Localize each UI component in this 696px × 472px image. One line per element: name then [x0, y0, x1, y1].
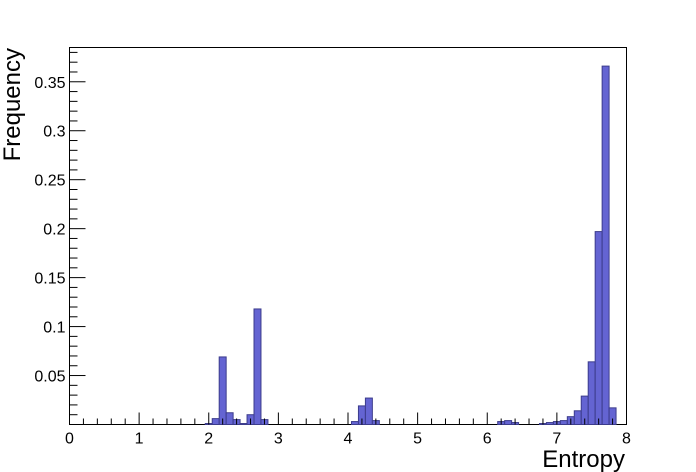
histogram-bar: [218, 356, 227, 426]
y-tick-label: 0.2: [43, 222, 65, 239]
x-tick-label: 3: [274, 431, 283, 448]
y-axis-ticks: 0.05 0.1 0.15 0.2 0.25 0.3 0.35: [34, 51, 86, 416]
plot-frame: [69, 47, 627, 425]
x-tick-label: 8: [622, 431, 631, 448]
x-tick-label: 6: [483, 431, 492, 448]
histogram-bar: [573, 410, 582, 426]
histogram-bars: [204, 65, 617, 426]
x-tick-label: 2: [204, 431, 213, 448]
histogram-bar: [239, 423, 248, 426]
x-tick-label: 4: [344, 431, 353, 448]
histogram-bar: [587, 361, 596, 425]
x-tick-label: 7: [552, 431, 561, 448]
histogram-bar: [504, 420, 513, 426]
y-tick-label: 0.35: [34, 75, 65, 92]
x-tick-label: 1: [135, 431, 144, 448]
y-axis-title: Frequency: [0, 48, 26, 161]
histogram-bar: [350, 421, 359, 426]
y-tick-label: 0.3: [43, 124, 65, 141]
histogram-bar: [545, 422, 554, 426]
y-tick-label: 0.1: [43, 320, 65, 337]
histogram-bar: [559, 420, 568, 426]
y-tick-label: 0.25: [34, 173, 65, 190]
x-axis-ticks: 0 1 2 3 4 5 6 7 8: [65, 412, 631, 448]
histogram-bar: [364, 397, 373, 425]
histogram-bar: [225, 412, 234, 426]
histogram-bar: [253, 308, 262, 425]
x-tick-label: 0: [65, 431, 74, 448]
histogram-bar: [594, 231, 603, 425]
y-tick-label: 0.15: [34, 271, 65, 288]
histogram-bar: [601, 65, 610, 425]
y-tick-label: 0.05: [34, 369, 65, 386]
x-axis-title: Entropy: [542, 446, 625, 472]
histogram-bar: [211, 418, 220, 425]
x-tick-label: 5: [413, 431, 422, 448]
